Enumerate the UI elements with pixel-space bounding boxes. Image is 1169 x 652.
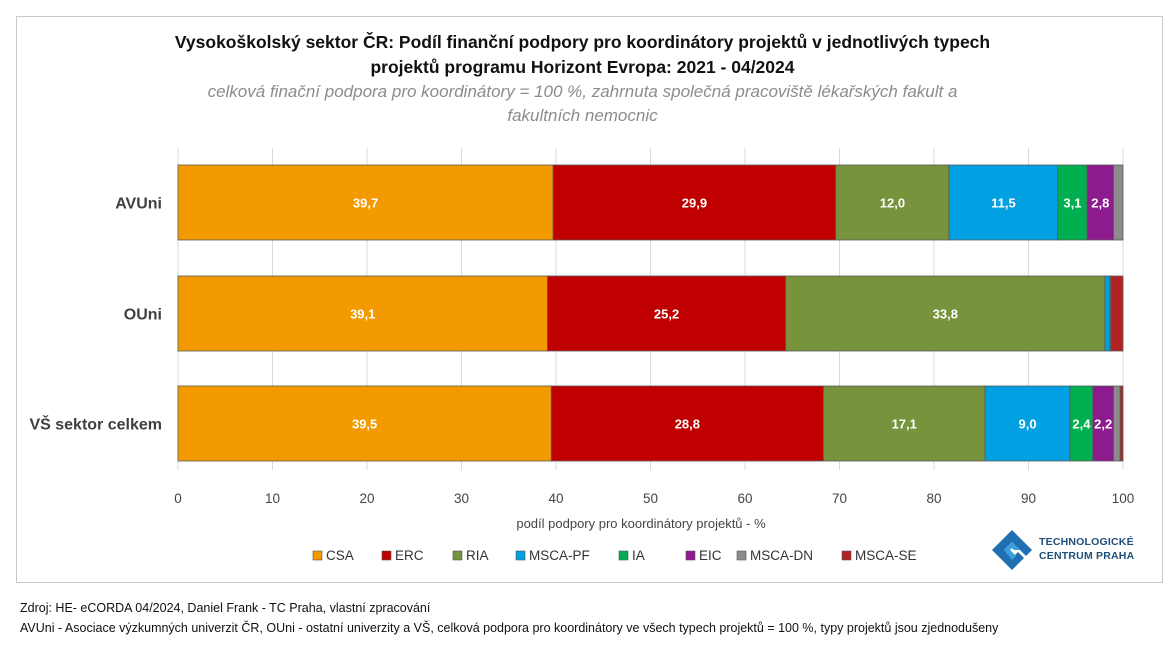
data-label-v-sektor-celkem-ria: 17,1 xyxy=(892,417,917,432)
legend-swatch-erc xyxy=(381,550,392,561)
bar-ouni-msca-se xyxy=(1110,275,1124,352)
abbreviation-note: AVUni - Asociace výzkumných univerzit ČR… xyxy=(20,621,999,635)
stacked-bar-chart: 39,7 29,9 12,0 11,5 3,1 2,8 39,1 25,2 33,8 39,5 28… xyxy=(29,148,1134,563)
legend-item-ia: IA xyxy=(618,548,645,563)
bar-avuni-ia xyxy=(1057,164,1088,241)
legend-swatch-msca-se xyxy=(841,550,852,561)
legend-item-csa: CSA xyxy=(312,548,354,563)
data-label-avuni-ia: 3,1 xyxy=(1063,196,1081,211)
bars xyxy=(177,164,1124,462)
data-label-v-sektor-celkem-erc: 28,8 xyxy=(675,417,700,432)
chart-subtitle-line-2: fakultních nemocnic xyxy=(507,106,658,125)
bar-data-labels: 39,7 29,9 12,0 11,5 3,1 2,8 39,1 25,2 33,8 39,5 28… xyxy=(350,196,1112,432)
legend: CSA ERC RIA MSCA-PF IA EIC MSCA-DN MSCA-SE xyxy=(312,548,917,563)
category-label-ouni: OUni xyxy=(124,307,162,324)
x-tick-0: 0 xyxy=(174,491,182,506)
x-tick-labels: 0 10 20 30 40 50 60 70 80 90 100 xyxy=(174,491,1134,506)
legend-label-msca-dn: MSCA-DN xyxy=(750,548,813,563)
legend-swatch-ia xyxy=(618,550,629,561)
category-labels: AVUni OUni VŠ sektor celkem xyxy=(29,196,162,434)
x-axis-label: podíl podpory pro koordinátory projektů … xyxy=(516,516,766,531)
legend-swatch-msca-pf xyxy=(515,550,526,561)
x-tick-70: 70 xyxy=(832,491,847,506)
chart-subtitle: celková finační podpora pro koordinátory… xyxy=(0,80,1165,128)
category-label-v-sektor-celkem: VŠ sektor celkem xyxy=(29,415,162,434)
logo-line-2: CENTRUM PRAHA xyxy=(1039,550,1135,562)
legend-label-ria: RIA xyxy=(466,548,489,563)
legend-label-eic: EIC xyxy=(699,548,722,563)
legend-label-msca-se: MSCA-SE xyxy=(855,548,917,563)
legend-label-csa: CSA xyxy=(326,548,354,563)
x-tick-100: 100 xyxy=(1112,491,1135,506)
bar-ouni-csa xyxy=(177,275,548,352)
category-label-avuni: AVUni xyxy=(115,196,162,213)
bar-ouni-erc xyxy=(547,275,787,352)
data-label-v-sektor-celkem-ia: 2,4 xyxy=(1072,417,1091,432)
x-tick-50: 50 xyxy=(643,491,658,506)
legend-item-ria: RIA xyxy=(452,548,489,563)
bar-v-sektor-celkem-msca-se xyxy=(1119,385,1124,462)
bar-avuni-eic xyxy=(1086,164,1114,241)
x-tick-90: 90 xyxy=(1021,491,1036,506)
legend-label-ia: IA xyxy=(632,548,645,563)
data-label-ouni-ria: 33,8 xyxy=(933,307,958,322)
data-label-v-sektor-celkem-eic: 2,2 xyxy=(1094,417,1112,432)
chart-subtitle-line-1: celková finační podpora pro koordinátory… xyxy=(207,82,958,101)
x-tick-10: 10 xyxy=(265,491,280,506)
bar-v-sektor-celkem-csa xyxy=(177,385,552,462)
legend-item-msca-pf: MSCA-PF xyxy=(515,548,590,563)
bar-avuni-csa xyxy=(177,164,554,241)
bar-v-sektor-celkem-ria xyxy=(823,385,986,462)
legend-label-msca-pf: MSCA-PF xyxy=(529,548,590,563)
data-label-avuni-csa: 39,7 xyxy=(353,196,378,211)
bar-v-sektor-celkem-msca-dn xyxy=(1113,385,1121,462)
bar-v-sektor-celkem-msca-pf xyxy=(984,385,1071,462)
data-label-v-sektor-celkem-csa: 39,5 xyxy=(352,417,377,432)
data-label-avuni-erc: 29,9 xyxy=(682,196,707,211)
legend-swatch-eic xyxy=(685,550,696,561)
legend-swatch-ria xyxy=(452,550,463,561)
bar-avuni-msca-dn xyxy=(1113,164,1124,241)
chart-title-line-1: Vysokoškolský sektor ČR: Podíl finanční … xyxy=(174,32,991,52)
x-tick-20: 20 xyxy=(359,491,374,506)
bar-avuni-erc xyxy=(552,164,837,241)
legend-item-erc: ERC xyxy=(381,548,424,563)
legend-item-msca-se: MSCA-SE xyxy=(841,548,917,563)
tc-praha-logo-icon xyxy=(992,530,1032,570)
footer: Zdroj: HE- eCORDA 04/2024, Daniel Frank … xyxy=(20,598,998,638)
data-label-v-sektor-celkem-msca-pf: 9,0 xyxy=(1019,417,1037,432)
legend-swatch-msca-dn xyxy=(736,550,747,561)
bar-avuni-msca-pf xyxy=(948,164,1059,241)
data-label-avuni-ria: 12,0 xyxy=(880,196,905,211)
data-label-ouni-csa: 39,1 xyxy=(350,307,375,322)
tc-praha-logo-text: TECHNOLOGICKÉ CENTRUM PRAHA xyxy=(1039,535,1134,563)
logo-line-1: TECHNOLOGICKÉ xyxy=(1039,536,1134,548)
x-tick-30: 30 xyxy=(454,491,469,506)
bar-ouni-msca-pf xyxy=(1104,275,1111,352)
chart-title: Vysokoškolský sektor ČR: Podíl finanční … xyxy=(0,30,1165,80)
x-tick-60: 60 xyxy=(737,491,752,506)
data-label-avuni-eic: 2,8 xyxy=(1091,196,1109,211)
legend-item-eic: EIC xyxy=(685,548,722,563)
bar-avuni-ria xyxy=(835,164,950,241)
data-label-ouni-erc: 25,2 xyxy=(654,307,679,322)
data-label-avuni-msca-pf: 11,5 xyxy=(991,196,1016,211)
legend-label-erc: ERC xyxy=(395,548,424,563)
bar-v-sektor-celkem-erc xyxy=(550,385,824,462)
legend-swatch-csa xyxy=(312,550,323,561)
legend-item-msca-dn: MSCA-DN xyxy=(736,548,813,563)
tc-praha-logo: TECHNOLOGICKÉ CENTRUM PRAHA xyxy=(990,528,1140,576)
x-tick-40: 40 xyxy=(548,491,563,506)
source-note: Zdroj: HE- eCORDA 04/2024, Daniel Frank … xyxy=(20,601,431,615)
x-tick-80: 80 xyxy=(926,491,941,506)
chart-title-line-2: projektů programu Horizont Evropa: 2021 … xyxy=(370,57,795,77)
